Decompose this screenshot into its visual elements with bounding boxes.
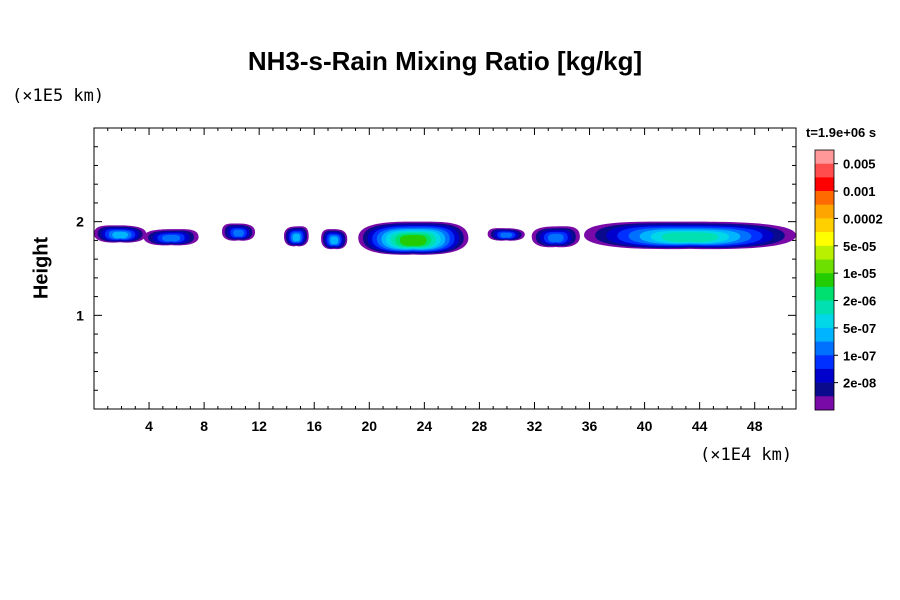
cloud-contour [112,231,128,239]
cloud-contour [330,236,339,245]
legend-label: 0.0002 [843,211,883,226]
cloud-segment [143,229,199,246]
x-tick-label: 20 [362,418,378,434]
legend-swatch [815,150,834,164]
time-label: t=1.9e+06 s [806,125,877,140]
cloud-contour [292,233,301,242]
legend-swatch [815,245,834,260]
cloud-segment [283,226,309,247]
y-axis: 12 [76,146,796,391]
y-tick-label: 2 [76,214,84,230]
legend-label: 0.001 [843,184,876,199]
legend-swatch [815,191,834,206]
cloud-segment [358,221,469,255]
legend-label: 5e-05 [843,239,876,254]
legend-label: 1e-05 [843,266,876,281]
legend-label: 0.005 [843,157,876,172]
legend-swatch [815,396,834,411]
cloud-contour [233,229,244,237]
legend-swatch [815,368,834,383]
x-tick-label: 28 [472,418,488,434]
cloud-segment [222,223,256,241]
cloud-contour [661,232,719,243]
legend-label: 5e-07 [843,321,876,336]
legend-swatch [815,204,834,219]
plot-frame [93,127,797,410]
color-legend: 0.005 0.001 0.0002 5e-05 1e-05 2e-06 5e-07 1e-0… [814,149,883,411]
legend-swatch [815,286,834,301]
x-tick-label: 12 [251,418,267,434]
cloud-segment [487,228,525,241]
y-tick-label: 1 [76,307,84,323]
cloud-segment [584,221,796,250]
x-tick-label: 36 [582,418,598,434]
x-tick-label: 16 [306,418,322,434]
cloud-contour [547,233,564,243]
legend-swatch [815,218,834,233]
legend-swatch [815,355,834,370]
x-axis-unit: (×1E4 km) [700,445,793,465]
x-tick-label: 32 [527,418,543,434]
cloud-contour [500,232,513,238]
legend-label: 1e-07 [843,348,876,363]
y-axis-unit: (×1E5 km) [12,86,105,106]
plot-area [94,128,796,409]
chart-title: NH3-s-Rain Mixing Ratio [kg/kg] [247,46,643,76]
x-tick-label: 40 [637,418,653,434]
cloud-segment [531,226,580,248]
legend-swatch [815,259,834,274]
legend-swatch [815,327,834,342]
x-tick-label: 44 [692,418,708,434]
legend-swatch [815,232,834,247]
legend-swatch [815,177,834,192]
cloud-contour [399,234,427,246]
legend-swatch [815,341,834,356]
legend-swatch [815,300,834,315]
legend-swatch [815,382,834,397]
cloud-segment [94,225,147,243]
legend-swatch [815,273,834,288]
x-axis: 4 8 12 16 20 24 28 32 36 40 44 48 [107,128,783,434]
legend-frame [814,149,835,411]
cloud-layer [94,221,796,255]
legend-label: 2e-08 [843,376,876,391]
legend-swatch [815,314,834,329]
x-tick-label: 8 [200,418,208,434]
x-tick-label: 24 [417,418,433,434]
legend-label: 2e-06 [843,294,876,309]
x-tick-label: 48 [747,418,763,434]
legend-swatch [815,163,834,178]
cloud-contour [162,234,181,242]
cloud-segment [321,229,348,250]
x-tick-label: 4 [145,418,153,434]
